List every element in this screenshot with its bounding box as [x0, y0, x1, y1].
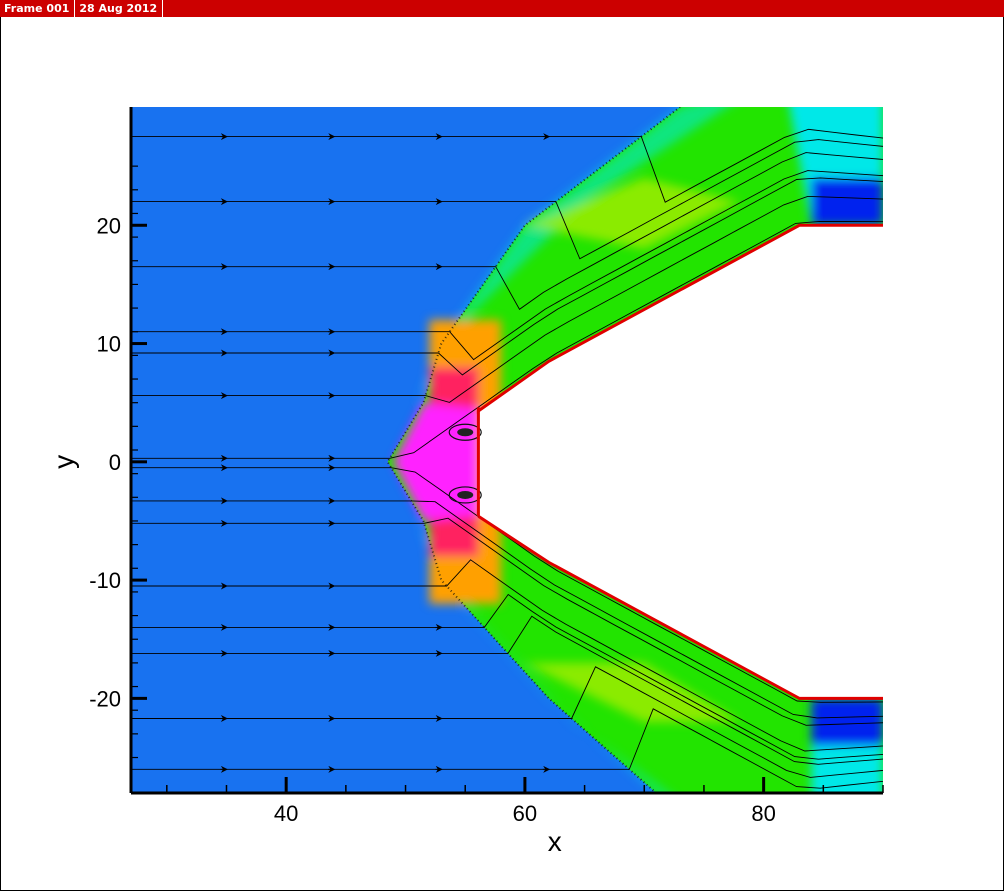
streamline — [131, 500, 883, 719]
streamline — [131, 139, 883, 260]
streamlines — [131, 128, 883, 789]
streamline — [131, 170, 883, 361]
body-interior — [478, 225, 883, 699]
streamline — [131, 177, 883, 376]
x-tick-label: 40 — [274, 801, 298, 826]
x-tick-label: 80 — [751, 801, 775, 826]
streamline — [131, 220, 883, 459]
upper-wall — [476, 223, 883, 414]
recirculation-core — [457, 428, 474, 437]
expansion-fan-dark-lower — [811, 698, 883, 746]
y-tick-label: 10 — [97, 332, 121, 357]
recirculation-core — [457, 490, 474, 499]
y-tick-label: -10 — [89, 568, 121, 593]
expansion-fan-dark-upper — [811, 178, 883, 226]
contour-bands — [393, 107, 883, 793]
x-tick-label: 60 — [513, 801, 537, 826]
frame-label: Frame 001 — [0, 0, 76, 17]
streamline — [131, 615, 883, 765]
compression-band-upper — [524, 178, 740, 249]
streamline — [131, 666, 883, 778]
frame-title-bar: Frame 001 28 Aug 2012 — [0, 0, 1004, 17]
y-axis-label: y — [48, 455, 79, 469]
recirculation-eddy — [448, 486, 482, 504]
recirculation-eddy — [448, 423, 482, 441]
streamline — [131, 708, 883, 789]
plot-frame: 40 60 80 -20 -10 0 10 20 x y — [0, 17, 1004, 891]
streamline — [131, 517, 883, 726]
x-axis-label: x — [548, 826, 562, 857]
compression-band-lower — [524, 662, 740, 722]
streamline — [131, 559, 883, 752]
contour-plot: 40 60 80 -20 -10 0 10 20 x y — [48, 107, 884, 857]
y-tick-label: 0 — [109, 450, 121, 475]
streamline — [131, 152, 883, 310]
shock-front-line — [386, 107, 681, 793]
lower-wall — [477, 514, 883, 700]
streamline — [131, 128, 883, 203]
streamline — [131, 467, 883, 703]
streamline — [131, 195, 883, 403]
date-label: 28 Aug 2012 — [75, 0, 164, 17]
y-tick-label: -20 — [89, 686, 121, 711]
y-tick-label: 20 — [97, 213, 121, 238]
stagnation-region — [393, 402, 479, 521]
flow-field — [131, 107, 883, 793]
streamline — [131, 593, 883, 760]
